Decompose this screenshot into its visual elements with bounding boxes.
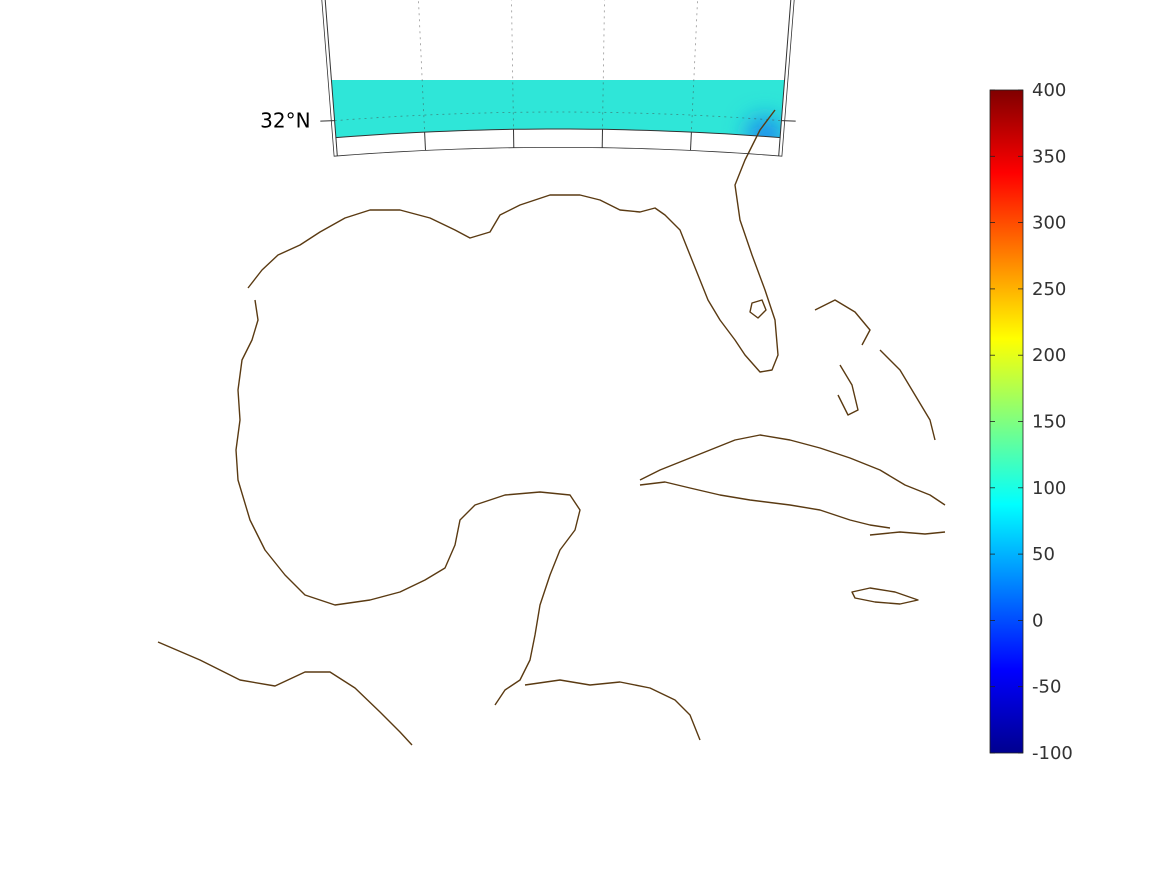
latitude-label: 32°N (260, 109, 310, 133)
coastline-pacific (157, 641, 413, 746)
coastline-honduras (524, 679, 701, 741)
colorbar-ticks: 400 350 300 250 200 150 100 50 0 -50 -100 (990, 80, 1073, 764)
frame-tick-top (424, 132, 426, 151)
coastline-hispaniola (869, 531, 946, 536)
field-extremes (747, 117, 783, 138)
colorbar-tick-label: 50 (1032, 544, 1055, 565)
coastline-jamaica (851, 587, 919, 605)
colorbar-tick-label: -100 (1032, 743, 1073, 764)
frame-tick-top (335, 137, 338, 156)
colorbar-tick-label: 300 (1032, 213, 1066, 234)
latitude-labels: 32°N28°N24°N20°N16°N (260, 109, 310, 133)
coastline-cuba (639, 434, 946, 529)
map-panel: 32°N28°N24°N20°N16°N 100°W95°W90°W85°W80… (157, 0, 946, 746)
frame-tick-top (690, 132, 692, 151)
map-field-base (287, 80, 829, 138)
colorbar-tick-label: 350 (1032, 146, 1066, 167)
frame-inner (324, 0, 792, 139)
colorbar-tick-label: 400 (1032, 80, 1066, 101)
colorbar-tick-label: 200 (1032, 345, 1066, 366)
coastline-mexico-east (235, 299, 581, 706)
parallel-line (334, 111, 782, 122)
colorbar-tick-label: 150 (1032, 412, 1066, 433)
frame-tick-top (778, 137, 781, 156)
coastline-bahamas (814, 299, 936, 441)
coastline-gulf (247, 109, 779, 373)
colorbar-tick-label: 0 (1032, 610, 1043, 631)
field-blobs (800, 130, 829, 138)
colorbar: 400 350 300 250 200 150 100 50 0 -50 -100 (989, 80, 1073, 764)
map-frame (320, 0, 796, 157)
colorbar-tick-label: 100 (1032, 478, 1066, 499)
coastline (157, 109, 946, 746)
coastline-lake-okeechobee (749, 299, 767, 319)
frame-outer (321, 0, 795, 157)
colorbar-tick-label: 250 (1032, 279, 1066, 300)
graticule (334, 0, 782, 133)
colorbar-tick-label: -50 (1032, 677, 1061, 698)
